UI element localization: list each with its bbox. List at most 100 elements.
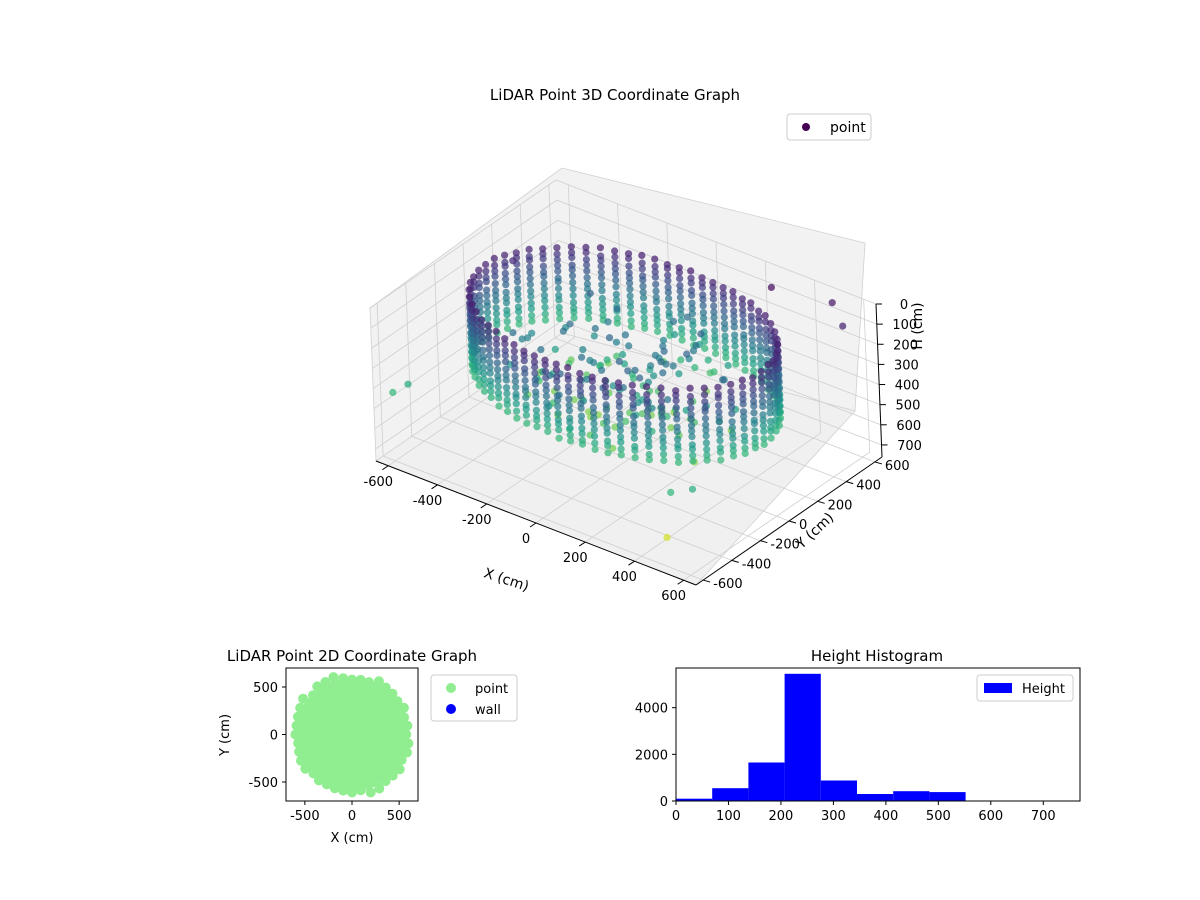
chart-3d-point (555, 426, 563, 434)
chart-3d-point (526, 268, 534, 276)
chart-3d-point (767, 427, 775, 435)
chart-3d-point (687, 279, 695, 287)
chart-3d-point (670, 330, 679, 339)
chart-3d-point (570, 396, 578, 404)
chart-3d-point (491, 280, 499, 288)
chart-3d-point (751, 427, 759, 435)
chart-3d-point (629, 394, 637, 402)
chart-3d-point (676, 293, 685, 301)
chart-3d-point (555, 309, 564, 317)
chart-3d-point (626, 303, 635, 311)
chart-3d-point (512, 400, 520, 408)
chart-2d-point (355, 674, 366, 685)
chart-3d-point (712, 349, 720, 358)
histogram-bar (857, 794, 894, 801)
chart-3d-point (578, 440, 587, 448)
chart-3d-point (630, 423, 638, 431)
chart-3d-point (494, 366, 502, 374)
chart-3d-x-tick (529, 522, 537, 528)
chart-3d-point (728, 403, 736, 411)
chart-3d-point (511, 359, 519, 367)
chart-3d-point (552, 360, 560, 368)
chart-3d-point (651, 262, 659, 271)
chart-3d-point (490, 254, 498, 262)
chart-3d-point (615, 392, 623, 400)
chart-3d-point (493, 359, 501, 367)
chart-2d-point (321, 779, 332, 790)
histogram-x-tick-label: 600 (978, 809, 1003, 824)
chart-3d-point (770, 374, 778, 382)
chart-3d-point (625, 274, 634, 282)
chart-3d-point (688, 433, 696, 441)
chart-3d-point (582, 243, 590, 251)
chart-3d-point (585, 314, 593, 323)
chart-3d-point (597, 274, 606, 282)
chart-3d-point (512, 393, 520, 401)
chart-3d-point (510, 341, 518, 349)
chart-3d-point (579, 346, 587, 354)
chart-3d-point (757, 367, 765, 376)
chart-3d-gridline-y (405, 283, 413, 437)
chart-3d-y-tick (846, 481, 854, 485)
chart-3d-point (676, 282, 684, 290)
chart-3d-point (598, 281, 606, 289)
chart-3d-point (599, 306, 607, 314)
chart-3d-point (590, 432, 599, 440)
chart-3d-point (738, 300, 747, 308)
chart-3d-point (541, 303, 549, 311)
chart-3d-point (493, 351, 501, 359)
chart-3d-point (765, 373, 773, 381)
chart-3d-point (554, 267, 562, 275)
chart-3d-point (540, 291, 549, 299)
chart-3d-point (728, 409, 736, 417)
chart-3d-point (511, 364, 519, 372)
chart-3d-point (750, 402, 758, 410)
chart-3d-point (609, 382, 617, 390)
chart-3d-point (720, 300, 728, 308)
chart-3d-point (586, 289, 594, 297)
chart-3d-point (689, 328, 697, 336)
chart-3d-point (699, 302, 707, 310)
chart-3d-point (770, 361, 778, 369)
chart-3d-point (483, 308, 492, 316)
chart-3d-point (678, 325, 686, 333)
chart-3d-x-tick-label: 600 (661, 589, 686, 604)
chart-3d-point (711, 343, 719, 351)
chart-2d-point (394, 764, 405, 775)
chart-3d-point (570, 314, 578, 322)
chart-3d-point (493, 340, 501, 348)
chart-3d-point (475, 272, 483, 280)
chart-3d-point (749, 355, 757, 363)
chart-3d-point (738, 376, 746, 384)
chart-3d-point (617, 433, 625, 441)
chart-3d-z-tick-label: 200 (893, 338, 918, 353)
chart-3d-x-label: X (cm) (482, 565, 531, 595)
chart-3d-point (501, 262, 509, 270)
chart-2d-legend-marker-point (446, 683, 456, 693)
chart-3d-point (492, 310, 501, 318)
chart-3d-point (732, 355, 740, 363)
chart-3d-point (639, 282, 647, 290)
chart-3d-point (583, 261, 591, 269)
chart-3d-point (664, 396, 672, 404)
chart-3d-point (701, 414, 710, 423)
chart-2d-point (347, 787, 357, 798)
histogram-bars (676, 673, 966, 801)
chart-3d-point (611, 259, 619, 267)
chart-3d-point (583, 267, 591, 275)
chart-3d-point (526, 274, 534, 283)
chart-3d-point (640, 307, 648, 315)
chart-3d-point (652, 287, 660, 295)
chart-3d-point (720, 313, 728, 321)
chart-3d-point (663, 264, 672, 272)
chart-3d-point (751, 434, 759, 442)
chart-2d-point (338, 785, 349, 796)
chart-3d-point (509, 329, 517, 337)
chart-3d-gridline-z (369, 179, 877, 309)
chart-3d-point (613, 319, 622, 327)
chart-3d-point (697, 330, 705, 338)
chart-2d-point (396, 755, 407, 765)
chart-2d-ticks: -500 0 500 -500 0 500 (248, 681, 411, 824)
chart-3d-point (590, 426, 598, 434)
